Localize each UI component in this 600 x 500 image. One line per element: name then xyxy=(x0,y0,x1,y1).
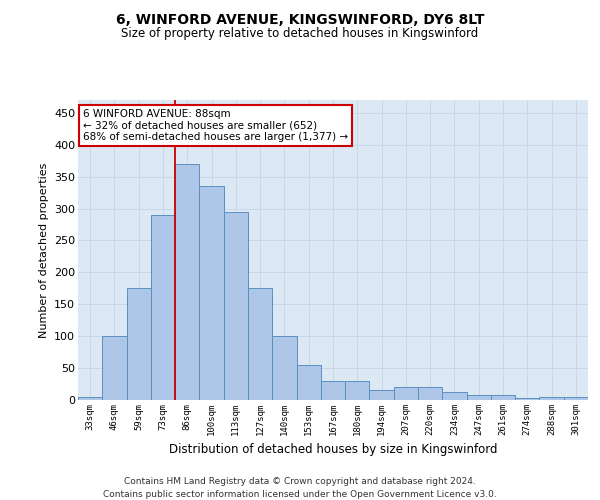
Bar xyxy=(78,397,102,400)
Bar xyxy=(564,397,588,400)
Bar xyxy=(272,336,296,400)
Bar xyxy=(321,381,345,400)
Bar xyxy=(442,392,467,400)
Bar xyxy=(418,387,442,400)
Bar xyxy=(296,365,321,400)
Text: 6, WINFORD AVENUE, KINGSWINFORD, DY6 8LT: 6, WINFORD AVENUE, KINGSWINFORD, DY6 8LT xyxy=(116,12,484,26)
Bar xyxy=(199,186,224,400)
Bar xyxy=(127,288,151,400)
Bar xyxy=(370,390,394,400)
Bar xyxy=(394,387,418,400)
Bar xyxy=(467,395,491,400)
Bar xyxy=(491,395,515,400)
Bar xyxy=(151,215,175,400)
Text: 6 WINFORD AVENUE: 88sqm
← 32% of detached houses are smaller (652)
68% of semi-d: 6 WINFORD AVENUE: 88sqm ← 32% of detache… xyxy=(83,109,348,142)
Y-axis label: Number of detached properties: Number of detached properties xyxy=(38,162,49,338)
Bar xyxy=(175,164,199,400)
Bar xyxy=(224,212,248,400)
Text: Contains public sector information licensed under the Open Government Licence v3: Contains public sector information licen… xyxy=(103,490,497,499)
Bar xyxy=(102,336,127,400)
Bar xyxy=(248,288,272,400)
Bar xyxy=(539,397,564,400)
Text: Size of property relative to detached houses in Kingswinford: Size of property relative to detached ho… xyxy=(121,28,479,40)
Text: Distribution of detached houses by size in Kingswinford: Distribution of detached houses by size … xyxy=(169,442,497,456)
Bar xyxy=(515,398,539,400)
Text: Contains HM Land Registry data © Crown copyright and database right 2024.: Contains HM Land Registry data © Crown c… xyxy=(124,478,476,486)
Bar xyxy=(345,381,370,400)
